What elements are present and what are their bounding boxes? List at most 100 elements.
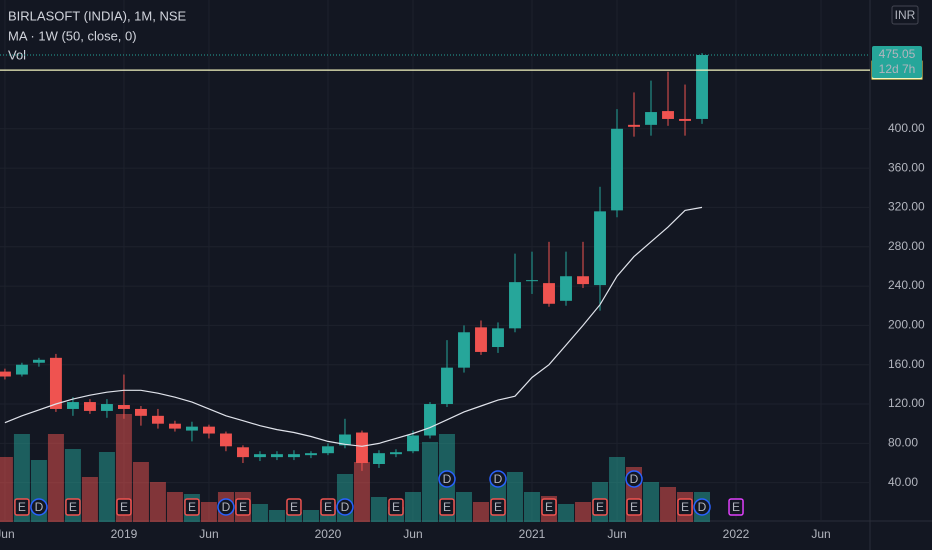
dividend-marker[interactable] bbox=[489, 470, 507, 488]
x-tick-label: Jun bbox=[0, 527, 15, 541]
earnings-marker[interactable] bbox=[65, 498, 81, 516]
candle-body bbox=[543, 283, 555, 304]
candle-body bbox=[696, 55, 708, 119]
candle-body bbox=[373, 453, 385, 464]
y-tick-label: 320.00 bbox=[888, 200, 925, 214]
x-tick-label: 2019 bbox=[111, 527, 138, 541]
volume-bar bbox=[421, 442, 438, 522]
volume-bar bbox=[575, 502, 591, 522]
candle-body bbox=[424, 404, 436, 436]
event-label: E bbox=[494, 500, 502, 514]
countdown-label: 12d 7h bbox=[879, 62, 916, 76]
volume-label[interactable]: Vol bbox=[8, 47, 26, 62]
candle-body bbox=[458, 332, 470, 368]
candle-body bbox=[15, 364, 28, 375]
volume-bar bbox=[472, 502, 489, 522]
volume-bar bbox=[507, 472, 523, 522]
earnings-marker[interactable] bbox=[388, 498, 404, 516]
earnings-marker[interactable] bbox=[116, 498, 132, 516]
event-label: E bbox=[630, 500, 638, 514]
event-label: E bbox=[596, 500, 604, 514]
candle-body bbox=[220, 433, 232, 447]
y-tick-label: 40.00 bbox=[888, 475, 918, 489]
event-label: D bbox=[341, 500, 350, 514]
volume-bar bbox=[81, 477, 98, 522]
earnings-marker[interactable] bbox=[541, 498, 557, 516]
earnings-marker[interactable] bbox=[490, 498, 506, 516]
candle-body bbox=[594, 211, 606, 286]
event-label: E bbox=[681, 500, 689, 514]
event-label: E bbox=[69, 500, 77, 514]
dividend-marker[interactable] bbox=[693, 498, 711, 516]
candle-body bbox=[645, 112, 657, 125]
earnings-marker[interactable] bbox=[286, 498, 302, 516]
currency-label[interactable]: INR bbox=[895, 8, 916, 22]
y-tick-label: 240.00 bbox=[888, 278, 925, 292]
candle-body bbox=[117, 405, 130, 409]
moving-average-line bbox=[4, 206, 703, 447]
earnings-marker[interactable] bbox=[320, 498, 336, 516]
earnings-marker[interactable] bbox=[626, 498, 642, 516]
symbol-title[interactable]: BIRLASOFT (INDIA), 1M, NSE bbox=[8, 8, 187, 23]
volume-bar bbox=[132, 462, 149, 522]
event-label: E bbox=[18, 500, 26, 514]
last-price-box bbox=[872, 46, 922, 79]
dividend-marker[interactable] bbox=[438, 470, 456, 488]
candle-body bbox=[83, 402, 96, 411]
candle-body bbox=[492, 328, 504, 348]
candle-body bbox=[441, 367, 453, 405]
candle-body bbox=[628, 124, 640, 127]
volume-bar bbox=[455, 492, 472, 522]
event-label: E bbox=[120, 500, 128, 514]
volume-bar bbox=[166, 492, 183, 522]
candle-body bbox=[254, 454, 266, 458]
earnings-marker[interactable] bbox=[592, 498, 608, 516]
candle-body bbox=[169, 423, 181, 429]
plot-area bbox=[0, 0, 870, 522]
candle-body bbox=[203, 426, 215, 434]
volume-bar bbox=[609, 457, 625, 522]
earnings-marker[interactable] bbox=[439, 498, 455, 516]
earnings-marker[interactable] bbox=[677, 498, 693, 516]
volume-bar bbox=[643, 482, 660, 522]
candle-body bbox=[526, 280, 538, 282]
currency-box[interactable] bbox=[891, 5, 919, 25]
candle-body bbox=[0, 371, 11, 377]
indicator-label[interactable]: MA · 1W (50, close, 0) bbox=[8, 28, 137, 43]
candle-body bbox=[322, 446, 334, 454]
candle-body bbox=[509, 282, 521, 329]
y-tick-label: 120.00 bbox=[888, 396, 925, 410]
volume-bar bbox=[370, 497, 387, 522]
candle-body bbox=[577, 276, 589, 285]
candle-body bbox=[100, 404, 113, 411]
dividend-marker[interactable] bbox=[336, 498, 354, 516]
event-label: E bbox=[545, 500, 553, 514]
event-label: E bbox=[324, 500, 332, 514]
earnings-marker[interactable] bbox=[14, 498, 30, 516]
event-label: E bbox=[188, 500, 196, 514]
event-label: D bbox=[698, 500, 707, 514]
candle-body bbox=[288, 454, 300, 458]
volume-bar bbox=[353, 462, 370, 522]
volume-bar bbox=[268, 510, 285, 522]
dividend-marker[interactable] bbox=[625, 470, 643, 488]
volume-bar bbox=[115, 414, 132, 522]
volume-bar bbox=[0, 457, 13, 522]
earnings-marker[interactable] bbox=[184, 498, 200, 516]
volume-bar bbox=[302, 510, 319, 522]
dividend-marker[interactable] bbox=[30, 498, 48, 516]
earnings-marker[interactable] bbox=[235, 498, 251, 516]
event-label: E bbox=[392, 500, 400, 514]
earnings-marker[interactable] bbox=[728, 498, 744, 516]
event-label: D bbox=[222, 500, 231, 514]
candle-body bbox=[305, 453, 317, 456]
volume-bar bbox=[47, 434, 64, 522]
event-label: E bbox=[290, 500, 298, 514]
candle-body bbox=[66, 402, 79, 409]
candle-body bbox=[271, 454, 283, 458]
candle-body bbox=[186, 426, 198, 431]
candle-body bbox=[407, 435, 419, 452]
dividend-marker[interactable] bbox=[217, 498, 235, 516]
